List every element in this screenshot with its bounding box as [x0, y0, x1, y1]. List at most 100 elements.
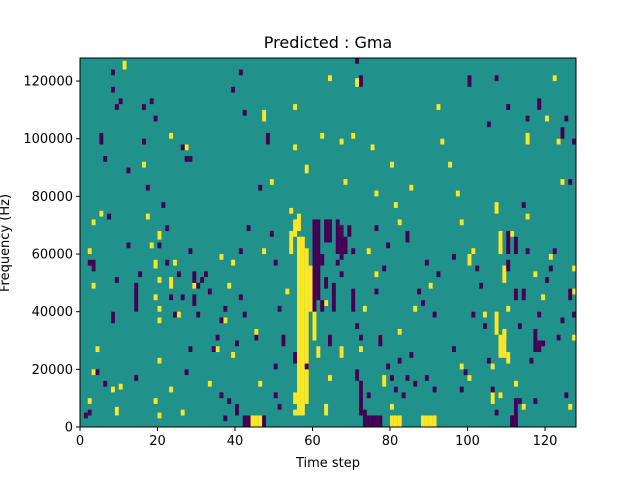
heatmap-cell-high	[502, 265, 507, 283]
heatmap-cell-high	[455, 190, 460, 197]
heatmap-cell-low	[537, 340, 542, 353]
heatmap-cell-low	[219, 317, 224, 324]
heatmap-cell-low	[134, 282, 139, 312]
heatmap-cell-low	[355, 58, 360, 64]
heatmap-cell-high	[459, 219, 464, 226]
x-tick-label: 60	[304, 434, 321, 449]
heatmap-cell-low	[184, 369, 189, 376]
heatmap-cell-low	[475, 265, 480, 272]
heatmap-cell-low	[87, 259, 92, 266]
heatmap-cell-low	[142, 104, 146, 110]
heatmap-cell-low	[320, 254, 325, 266]
heatmap-cell-low	[366, 415, 371, 427]
heatmap-cell-low	[517, 398, 522, 404]
heatmap-cell-low	[471, 311, 476, 318]
heatmap-cell-low	[111, 311, 115, 324]
heatmap-cell-low	[235, 403, 239, 416]
heatmap-cell-high	[289, 230, 294, 255]
heatmap-cell-high	[393, 202, 398, 208]
heatmap-cell-low	[266, 132, 270, 145]
heatmap-cell-low	[273, 392, 278, 399]
heatmap-cell-high	[413, 305, 418, 312]
y-tick-label: 40000	[32, 305, 73, 320]
heatmap-cell-high	[87, 248, 92, 255]
heatmap-cell-low	[494, 75, 499, 82]
heatmap-cell-low	[188, 346, 193, 353]
heatmap-cell-low	[223, 415, 228, 422]
heatmap-cell-low	[246, 415, 251, 427]
heatmap-cell-high	[490, 363, 495, 370]
heatmap-cell-high	[432, 415, 437, 427]
heatmap-cell-high	[262, 109, 267, 122]
heatmap-cell-low	[126, 167, 131, 174]
heatmap-cell-high	[87, 398, 92, 404]
heatmap-cell-low	[238, 248, 243, 255]
heatmap-cell-high	[471, 248, 476, 255]
heatmap-cell-high	[269, 179, 274, 185]
heatmap-cell-low	[91, 259, 96, 272]
heatmap-cell-low	[397, 357, 402, 364]
heatmap-cell-high	[483, 311, 487, 318]
heatmap-cell-high	[390, 415, 394, 427]
heatmap-cell-low	[533, 398, 538, 404]
heatmap-cell-high	[339, 346, 344, 358]
heatmap-cell-low	[231, 86, 236, 93]
heatmap-cell-high	[467, 254, 472, 266]
heatmap-cell-high	[490, 392, 495, 404]
heatmap-cell-low	[521, 288, 526, 301]
heatmap-cell-high	[320, 132, 325, 139]
heatmap-cell-low	[204, 271, 208, 278]
heatmap-cell-low	[467, 75, 472, 87]
heatmap-cell-low	[525, 248, 530, 255]
heatmap-cell-low	[541, 340, 546, 347]
heatmap-cell-high	[436, 104, 441, 110]
heatmap-cell-low	[304, 363, 309, 370]
heatmap-cell-low	[328, 219, 332, 243]
heatmap-cell-low	[533, 328, 538, 353]
heatmap-cell-low	[114, 277, 119, 283]
heatmap-cell-low	[118, 98, 123, 105]
heatmap-cell-high	[231, 352, 236, 358]
heatmap-cell-low	[339, 271, 344, 278]
heatmap-cell-low	[215, 334, 220, 341]
heatmap-cell-low	[506, 104, 511, 110]
heatmap-cell-low	[87, 409, 92, 416]
heatmap-cell-high	[293, 219, 298, 237]
heatmap-cell-low	[351, 288, 356, 312]
heatmap-cell-low	[463, 369, 468, 376]
heatmap-cell-low	[432, 311, 437, 318]
heatmap-cell-low	[281, 334, 286, 347]
heatmap-cell-low	[568, 288, 573, 301]
heatmap-cell-high	[231, 259, 236, 266]
heatmap-cell-high	[285, 288, 290, 295]
heatmap-cell-low	[521, 202, 526, 208]
heatmap-cell-low	[95, 369, 100, 376]
heatmap-cell-high	[258, 380, 263, 387]
heatmap-cell-high	[382, 375, 387, 387]
heatmap-cell-high	[169, 386, 174, 393]
heatmap-cell-low	[169, 294, 174, 301]
heatmap-cell-high	[339, 138, 344, 145]
heatmap-cell-low	[242, 415, 247, 427]
heatmap-cells	[83, 58, 577, 427]
heatmap-cell-high	[370, 144, 375, 151]
heatmap-cell-low	[514, 415, 518, 427]
heatmap-cell-high	[397, 415, 402, 427]
heatmap-cell-low	[219, 392, 224, 399]
heatmap-cell-low	[351, 248, 356, 255]
heatmap-cell-low	[207, 288, 212, 295]
heatmap-cell-low	[235, 340, 239, 347]
heatmap-cell-high	[552, 75, 557, 82]
heatmap-cell-low	[545, 277, 549, 283]
heatmap-cell-high	[91, 282, 96, 289]
heatmap-cell-low	[436, 271, 441, 278]
heatmap-cell-high	[293, 144, 298, 151]
y-tick-label: 80000	[32, 190, 73, 205]
heatmap-cell-low	[564, 115, 569, 122]
heatmap-cell-low	[103, 380, 108, 387]
heatmap-cell-low	[165, 259, 170, 266]
x-tick-label: 40	[227, 434, 244, 449]
heatmap-cell-low	[339, 225, 344, 260]
heatmap-cell-low	[273, 259, 278, 266]
heatmap-cell-high	[467, 375, 472, 381]
